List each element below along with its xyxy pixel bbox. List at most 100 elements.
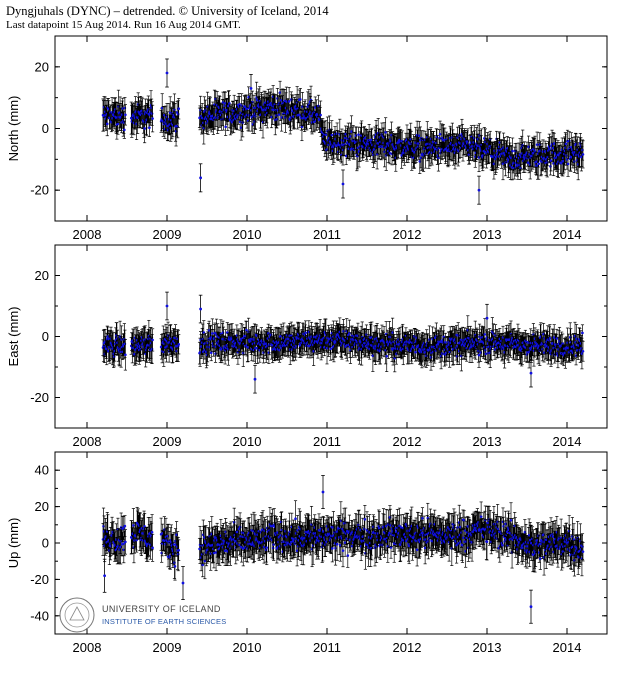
data-point (498, 141, 502, 144)
data-point (205, 122, 208, 125)
y-tick-label: 20 (35, 59, 49, 74)
data-point (239, 111, 242, 115)
data-point (230, 120, 234, 124)
data-point (174, 129, 178, 133)
data-point (177, 107, 181, 111)
data-point (330, 133, 334, 137)
data-point (162, 350, 166, 354)
data-point (238, 120, 242, 124)
y-axis-label: North (mm) (6, 96, 21, 162)
data-point (476, 137, 480, 141)
data-point (199, 176, 203, 180)
data-point (275, 117, 279, 121)
data-point (349, 135, 352, 138)
data-point (400, 154, 403, 157)
data-point (151, 117, 154, 120)
x-tick-label: 2009 (153, 434, 182, 449)
chart-subtitle: Last datapoint 15 Aug 2014. Run 16 Aug 2… (6, 19, 241, 31)
data-point (477, 188, 481, 192)
data-point (354, 134, 358, 137)
data-point (269, 333, 273, 337)
data-point (266, 337, 270, 340)
panel-1: -20 0 20 2008 2009 2010 2011 2012 2013 2014 North … (6, 35, 608, 242)
data-point (344, 154, 348, 158)
data-point (267, 351, 271, 354)
data-point (237, 105, 241, 108)
data-point (289, 98, 293, 101)
data-point (238, 102, 241, 106)
data-point (173, 108, 176, 112)
y-tick-label: 0 (42, 121, 49, 136)
x-tick-label: 2010 (233, 227, 262, 242)
data-point (307, 330, 311, 334)
data-point (148, 126, 151, 130)
data-point (265, 344, 269, 348)
x-tick-label: 2010 (233, 434, 262, 449)
data-point (324, 133, 328, 137)
data-point (263, 101, 267, 104)
data-point (252, 106, 256, 110)
data-point (335, 132, 339, 135)
data-point (435, 135, 439, 139)
data-point (573, 160, 576, 163)
data-point (124, 353, 127, 357)
data-point (357, 133, 360, 136)
data-point (364, 136, 367, 139)
data-points (101, 291, 585, 394)
data-point (537, 162, 541, 166)
data-point (150, 112, 154, 115)
data-point (245, 328, 248, 332)
data-point (304, 331, 307, 335)
x-tick-label: 2012 (393, 227, 422, 242)
data-point (235, 334, 239, 337)
data-point (168, 111, 172, 114)
data-point (333, 141, 336, 145)
data-point (143, 127, 146, 130)
data-point (417, 142, 421, 145)
data-point (566, 162, 570, 166)
data-point (204, 109, 207, 112)
data-point (344, 132, 347, 136)
data-point (279, 98, 283, 102)
data-point (327, 143, 330, 147)
data-point (105, 122, 109, 126)
data-point (241, 351, 245, 355)
data-point (565, 154, 568, 157)
data-point (112, 355, 116, 358)
data-point (166, 334, 170, 337)
data-point (438, 132, 442, 136)
data-point (381, 145, 384, 148)
y-tick-label: 0 (42, 329, 49, 344)
data-point (456, 136, 459, 139)
data-point (247, 95, 250, 99)
data-point (287, 100, 291, 103)
y-axis-label: East (mm) (6, 307, 21, 367)
data-point (221, 331, 225, 335)
data-point (525, 151, 529, 154)
data-point (165, 115, 169, 118)
data-point (549, 165, 552, 168)
data-point (262, 351, 265, 354)
data-point (330, 331, 334, 335)
x-tick-label: 2008 (73, 434, 102, 449)
data-point (254, 115, 257, 118)
data-point (388, 152, 392, 155)
data-point (123, 106, 127, 110)
x-tick-label: 2013 (473, 227, 502, 242)
data-point (160, 106, 164, 110)
data-point (237, 113, 240, 117)
panel-2: -20 0 20 2008 2009 2010 2011 2012 2013 2014 East (… (6, 244, 608, 449)
data-point (221, 101, 225, 104)
data-point (574, 142, 578, 146)
data-point (136, 116, 139, 120)
data-point (270, 115, 273, 119)
data-point (251, 123, 255, 126)
x-tick-label: 2014 (553, 434, 582, 449)
data-point (175, 349, 178, 353)
x-tick-label: 2011 (313, 434, 341, 449)
x-tick-label: 2014 (553, 227, 582, 242)
data-point (236, 115, 239, 119)
data-point (202, 126, 206, 130)
data-point (176, 125, 179, 129)
data-point (466, 140, 470, 143)
